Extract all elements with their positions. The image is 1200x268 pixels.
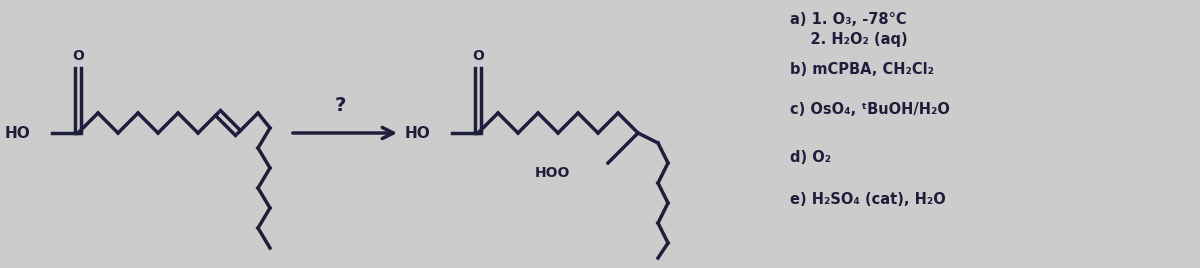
Text: b) mCPBA, CH₂Cl₂: b) mCPBA, CH₂Cl₂ xyxy=(790,62,934,77)
Text: O: O xyxy=(72,49,84,63)
Text: ?: ? xyxy=(335,96,346,115)
Text: HO: HO xyxy=(404,125,430,140)
Text: O: O xyxy=(472,49,484,63)
Text: c) OsO₄, ᵗBuOH/H₂O: c) OsO₄, ᵗBuOH/H₂O xyxy=(790,102,950,117)
Text: a) 1. O₃, -78°C
    2. H₂O₂ (aq): a) 1. O₃, -78°C 2. H₂O₂ (aq) xyxy=(790,12,907,47)
Text: HO: HO xyxy=(5,125,30,140)
Text: HOO: HOO xyxy=(535,166,570,180)
Text: e) H₂SO₄ (cat), H₂O: e) H₂SO₄ (cat), H₂O xyxy=(790,192,946,207)
Text: d) O₂: d) O₂ xyxy=(790,150,832,165)
